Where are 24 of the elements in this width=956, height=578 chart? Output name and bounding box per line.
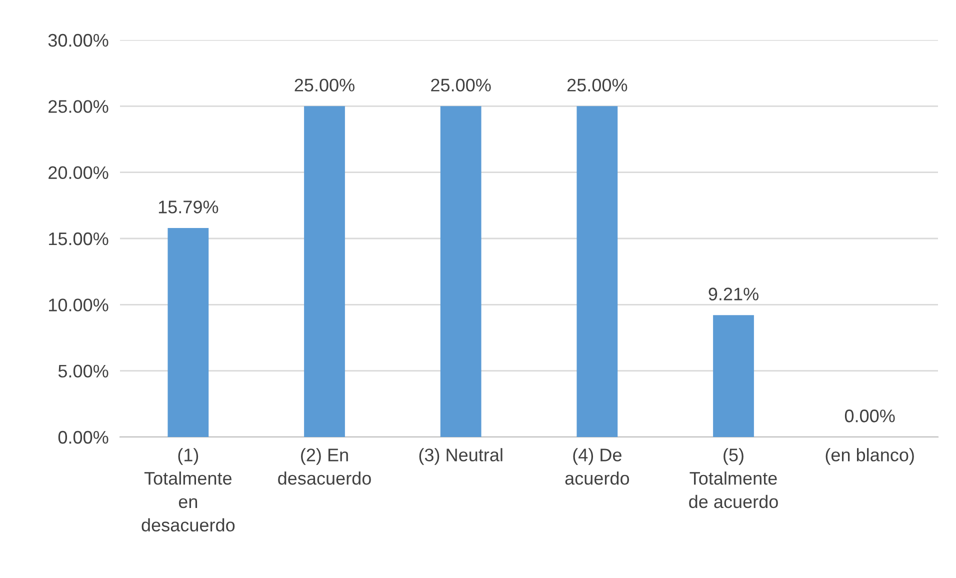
- data-label: 15.79%: [158, 200, 218, 214]
- y-tick-label: 30.00%: [48, 34, 108, 47]
- x-tick-label: (en blanco): [826, 448, 914, 465]
- data-label: 9.21%: [708, 288, 758, 300]
- data-label: 25.00%: [294, 78, 354, 92]
- y-tick-label: 0.00%: [58, 430, 108, 444]
- bar: [576, 106, 618, 437]
- x-tick-label: (4) De acuerdo: [565, 448, 630, 485]
- data-label: 0.00%: [844, 410, 895, 422]
- y-tick-label: 5.00%: [58, 364, 108, 378]
- y-tick-label: 20.00%: [48, 166, 108, 180]
- bar: [304, 106, 345, 437]
- bar: [440, 106, 482, 437]
- x-tick-label: (2) En desacuerdo: [278, 448, 371, 485]
- x-tick-label: (5) Totalmente de acuerdo: [689, 448, 778, 508]
- bar: [168, 228, 209, 437]
- y-tick-label: 15.00%: [49, 232, 108, 246]
- x-tick-label: (1) Totalmente en desacuerdo: [142, 448, 235, 532]
- y-tick-label: 10.00%: [49, 298, 108, 312]
- bar: [713, 315, 754, 437]
- data-label: 25.00%: [431, 78, 491, 92]
- x-tick-label: (3) Neutral: [419, 448, 502, 465]
- y-tick-label: 25.00%: [48, 100, 108, 113]
- data-label: 25.00%: [567, 78, 628, 92]
